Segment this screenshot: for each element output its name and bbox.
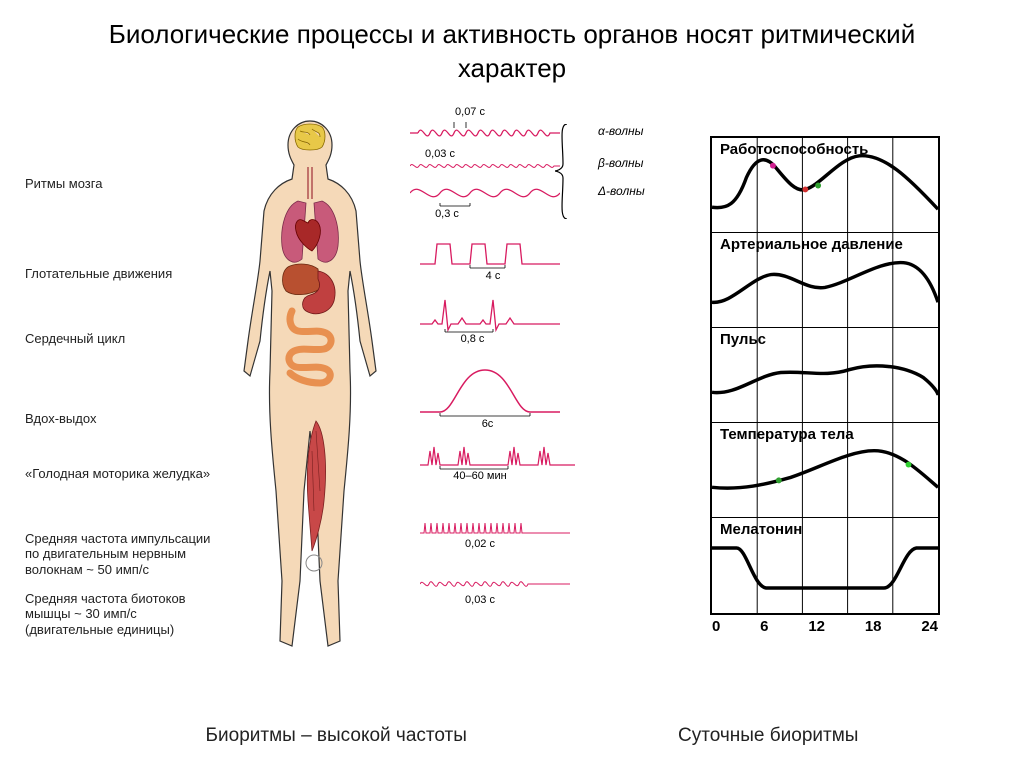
label-breath: Вдох-выдох bbox=[25, 411, 220, 426]
label-brain: Ритмы мозга bbox=[25, 176, 220, 191]
chart-melatonin: Мелатонин bbox=[712, 518, 938, 613]
time-muscle: 0,03 с bbox=[460, 594, 500, 606]
caption-right: Суточные биоритмы bbox=[678, 725, 858, 747]
label-alpha: α-волны bbox=[598, 124, 643, 138]
label-delta: Δ-волны bbox=[598, 184, 645, 198]
wave-breath bbox=[420, 364, 560, 419]
right-panel: Работоспособность Артериальное давление bbox=[700, 106, 1004, 686]
main-content: Ритмы мозга Глотательные движения Сердеч… bbox=[0, 86, 1024, 686]
time-cardiac: 0,8 с bbox=[455, 333, 490, 345]
chart-title: Работоспособность bbox=[720, 141, 868, 158]
xaxis-tick: 24 bbox=[921, 618, 938, 635]
caption-left: Биоритмы – высокой частоты bbox=[206, 725, 467, 747]
xaxis: 0 6 12 18 24 bbox=[710, 618, 940, 635]
xaxis-tick: 12 bbox=[808, 618, 825, 635]
chart-title: Артериальное давление bbox=[720, 236, 903, 253]
wave-gastric bbox=[420, 441, 575, 471]
page-title: Биологические процессы и активность орга… bbox=[0, 0, 1024, 86]
chart-title: Пульс bbox=[720, 331, 766, 348]
wave-nerve bbox=[420, 521, 570, 537]
xaxis-tick: 18 bbox=[865, 618, 882, 635]
label-swallow: Глотательные движения bbox=[25, 266, 220, 281]
human-body bbox=[220, 111, 400, 661]
label-beta: β-волны bbox=[598, 156, 643, 170]
label-gastric: «Голодная моторика желудка» bbox=[25, 466, 220, 481]
xaxis-tick: 6 bbox=[760, 618, 768, 635]
wave-muscle bbox=[420, 574, 570, 594]
chart-performance: Работоспособность bbox=[712, 138, 938, 233]
wave-cardiac bbox=[420, 296, 560, 334]
waves-column: 0,07 с α-волны 0,03 с β-волны 0,3 с Δ-во… bbox=[400, 106, 700, 666]
label-cardiac: Сердечный цикл bbox=[25, 331, 220, 346]
captions: Биоритмы – высокой частоты Суточные биор… bbox=[0, 725, 1024, 747]
chart-pulse: Пульс bbox=[712, 328, 938, 423]
daily-charts: Работоспособность Артериальное давление bbox=[710, 136, 940, 615]
chart-blood-pressure: Артериальное давление bbox=[712, 233, 938, 328]
label-nerve: Средняя частота импульсации по двигатель… bbox=[25, 531, 220, 578]
chart-temperature: Температура тела bbox=[712, 423, 938, 518]
time-gastric: 40–60 мин bbox=[450, 470, 510, 482]
wave-beta bbox=[410, 158, 560, 174]
wave-alpha bbox=[410, 120, 560, 146]
chart-title: Температура тела bbox=[720, 426, 854, 443]
label-muscle: Средняя частота биотоков мышцы ~ 30 имп/… bbox=[25, 591, 220, 638]
wave-delta bbox=[410, 178, 560, 208]
wave-swallow bbox=[420, 236, 560, 271]
left-panel: Ритмы мозга Глотательные движения Сердеч… bbox=[20, 106, 700, 686]
time-nerve: 0,02 с bbox=[460, 538, 500, 550]
time-breath: 6с bbox=[475, 418, 500, 430]
chart-title: Мелатонин bbox=[720, 521, 802, 538]
time-swallow: 4 с bbox=[478, 270, 508, 282]
time-delta: 0,3 с bbox=[432, 208, 462, 220]
xaxis-tick: 0 bbox=[712, 618, 720, 635]
time-alpha: 0,07 с bbox=[450, 106, 490, 118]
